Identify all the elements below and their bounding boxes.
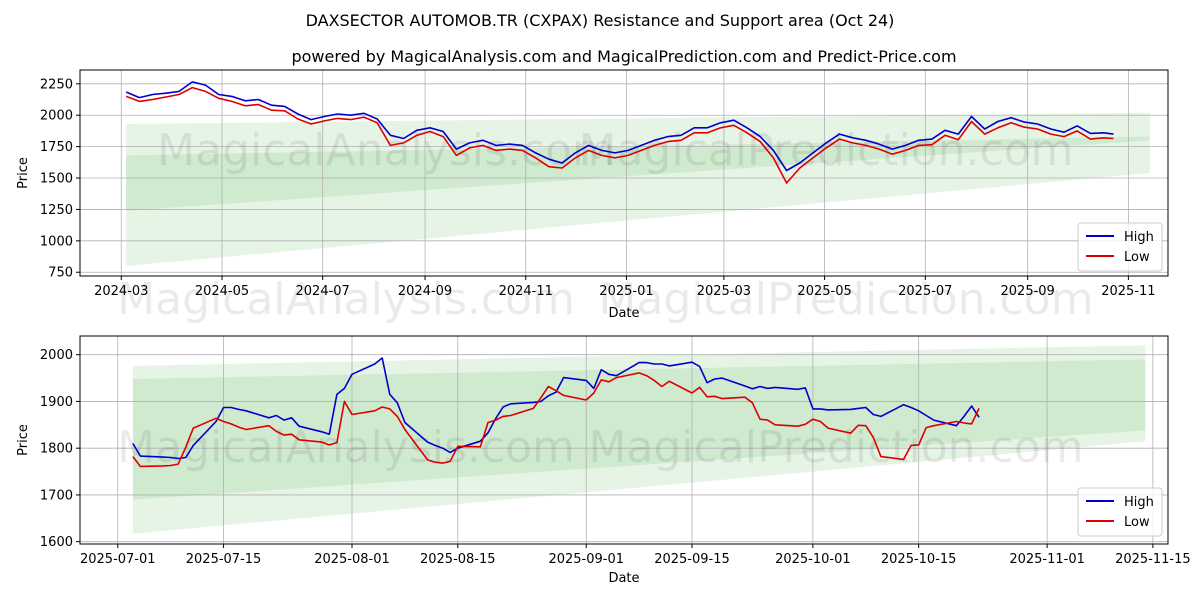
bottom-legend-high-label: High (1124, 495, 1154, 510)
y-tick-label: 2000 (40, 109, 73, 124)
top-legend-low-label: Low (1124, 250, 1150, 265)
x-tick-label: 2025-09-15 (654, 552, 730, 567)
band-0 (126, 112, 1150, 266)
y-tick-label: 1900 (40, 395, 73, 410)
top-panel: MagicalAnalysis.com MagicalPrediction.co… (16, 69, 1169, 325)
bottom-panel-y-label: Price (16, 424, 31, 456)
watermark-middle-left: MagicalAnalysis.com (117, 274, 575, 325)
x-tick-label: 2025-11-15 (1115, 552, 1191, 567)
series-low-line (125, 86, 1114, 184)
chart-title: DAXSECTOR AUTOMOB.TR (CXPAX) Resistance … (306, 11, 895, 30)
x-tick-label: 2025-09-01 (548, 552, 624, 567)
bottom-panel-x-ticks: 2025-07-01 2025-07-15 2025-08-01 2025-08-15… (80, 544, 1191, 567)
y-tick-label: 1250 (40, 203, 73, 218)
y-tick-label: 2250 (40, 77, 73, 92)
band-1 (126, 136, 1150, 211)
x-tick-label: 2025-09 (1001, 284, 1055, 299)
top-panel-bands (126, 112, 1150, 266)
x-tick-label: 2025-07-01 (80, 552, 156, 567)
x-tick-label: 2024-03 (94, 284, 148, 299)
bottom-panel-legend: High Low (1077, 487, 1163, 537)
top-panel-y-ticks: 750 1000 1250 1500 1750 2000 2250 (40, 77, 80, 281)
x-tick-label: 2024-11 (499, 284, 553, 299)
band-0 (132, 345, 1146, 534)
bottom-panel: MagicalAnalysis.com MagicalPrediction.co… (16, 335, 1191, 586)
x-tick-label: 2025-03 (697, 284, 751, 299)
y-tick-label: 2000 (40, 348, 73, 363)
y-tick-label: 1750 (40, 140, 73, 155)
top-panel-series (125, 81, 1114, 184)
y-tick-label: 1800 (40, 442, 73, 457)
bottom-panel-grid (80, 336, 1168, 544)
x-tick-label: 2024-07 (296, 284, 350, 299)
x-tick-label: 2025-07 (898, 284, 952, 299)
watermark-bottom-left: MagicalAnalysis.com (117, 422, 575, 473)
top-panel-frame (79, 69, 1169, 277)
band-1 (132, 359, 1146, 500)
y-tick-label: 1000 (40, 234, 73, 249)
x-tick-label: 2025-11 (1101, 284, 1155, 299)
top-panel-x-label: Date (608, 306, 639, 321)
bottom-panel-x-label: Date (608, 571, 639, 586)
top-panel-y-label: Price (16, 157, 31, 189)
top-panel-x-ticks: 2024-03 2024-05 2024-07 2024-09 2024-11 2025-… (94, 276, 1156, 299)
x-tick-label: 2025-07-15 (186, 552, 262, 567)
bottom-panel-frame (79, 335, 1169, 545)
bottom-panel-y-ticks: 1600 1700 1800 1900 2000 (40, 348, 80, 550)
watermark-top-left: MagicalAnalysis.com (157, 125, 615, 176)
y-tick-label: 1600 (40, 535, 73, 550)
bottom-panel-bands (132, 345, 1146, 534)
x-tick-label: 2025-11-01 (1009, 552, 1085, 567)
watermark-middle-right: MagicalPrediction.com (599, 274, 1094, 325)
series-high-line (125, 81, 1114, 172)
x-tick-label: 2024-09 (398, 284, 452, 299)
x-tick-label: 2025-05 (797, 284, 851, 299)
y-tick-label: 1500 (40, 172, 73, 187)
series-high-line (132, 357, 980, 460)
bottom-panel-series (132, 357, 980, 468)
y-tick-label: 1700 (40, 488, 73, 503)
top-legend-high-label: High (1124, 230, 1154, 245)
x-tick-label: 2025-08-01 (314, 552, 390, 567)
y-tick-label: 750 (48, 266, 73, 281)
x-tick-label: 2025-10-15 (881, 552, 957, 567)
x-tick-label: 2025-08-15 (420, 552, 496, 567)
x-tick-label: 2025-01 (599, 284, 653, 299)
bottom-legend-low-label: Low (1124, 515, 1150, 530)
watermark-top-right: MagicalPrediction.com (579, 125, 1074, 176)
series-low-line (132, 372, 980, 468)
chart-subtitle: powered by MagicalAnalysis.com and Magic… (291, 47, 956, 66)
x-tick-label: 2025-10-01 (775, 552, 851, 567)
top-panel-legend: High Low (1077, 222, 1163, 272)
x-tick-label: 2024-05 (195, 284, 249, 299)
